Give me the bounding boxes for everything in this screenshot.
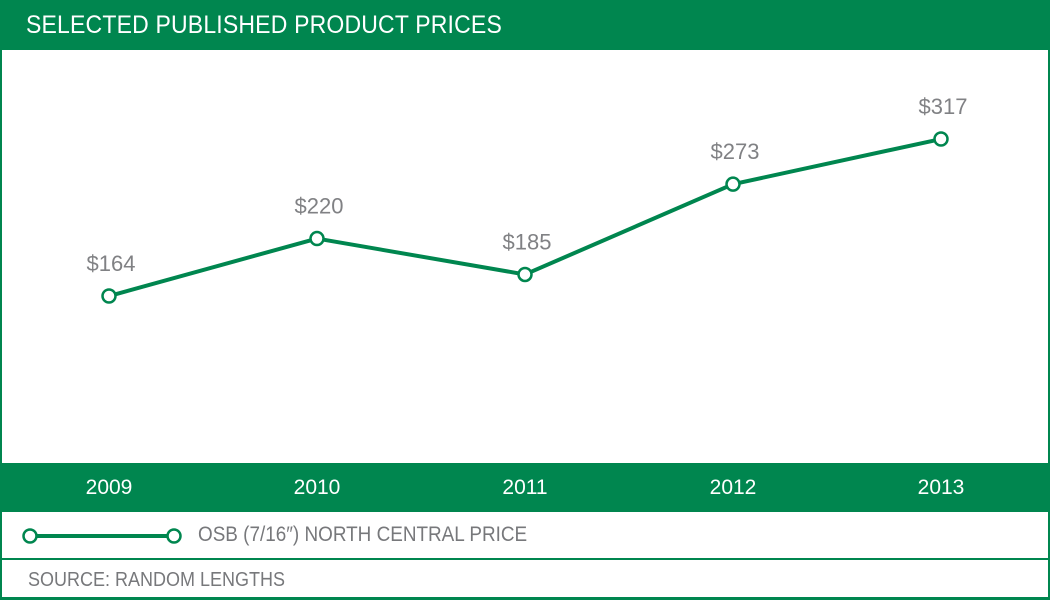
legend-label: OSB (7/16″) NORTH CENTRAL PRICE — [198, 523, 528, 546]
source-note: SOURCE: RANDOM LENGTHS — [28, 569, 286, 591]
x-tick-label-2011: 2011 — [502, 476, 548, 499]
legend: OSB (7/16″) NORTH CENTRAL PRICE — [0, 512, 1050, 560]
x-tick-label-2013: 2013 — [917, 476, 965, 499]
chart-title: SELECTED PUBLISHED PRODUCT PRICES — [26, 11, 502, 39]
x-tick-label-2012: 2012 — [709, 476, 757, 499]
source-row: SOURCE: RANDOM LENGTHS — [0, 560, 1050, 600]
x-tick-label-2010: 2010 — [293, 476, 341, 499]
legend-marker-end — [166, 528, 182, 544]
title-bar: SELECTED PUBLISHED PRODUCT PRICES — [0, 0, 1050, 50]
x-tick-label-2009: 2009 — [85, 476, 133, 499]
legend-marker-start — [22, 528, 38, 544]
x-axis-band: 2009 2010 2011 2012 2013 — [0, 463, 1050, 512]
plot-area — [0, 50, 1050, 463]
legend-line-icon — [22, 528, 182, 544]
